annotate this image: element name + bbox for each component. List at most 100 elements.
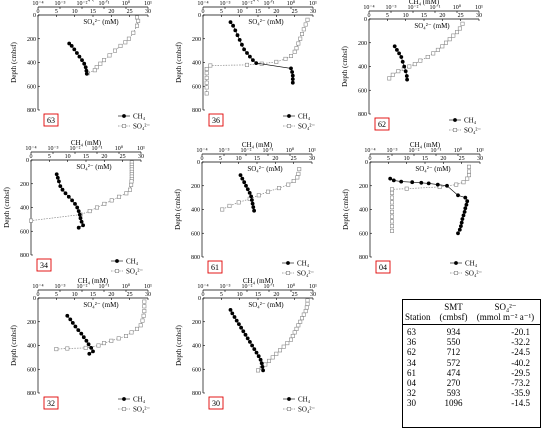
ch4-axis-title: CH₄ (mM) bbox=[78, 0, 109, 2]
ch4-data-point bbox=[234, 318, 239, 323]
station-id-box bbox=[374, 117, 390, 131]
ch4-data-point bbox=[238, 173, 243, 178]
so4-data-point bbox=[288, 337, 293, 342]
so4-tick-label: 20 bbox=[273, 9, 279, 15]
ch4-data-point bbox=[259, 361, 264, 366]
so4-tick-label: 5 bbox=[48, 154, 51, 160]
ch4-tick-label: 10⁰ bbox=[286, 147, 295, 154]
so4-data-point bbox=[255, 368, 260, 373]
so4-data-point bbox=[454, 30, 459, 35]
table-body: 63 934 -20.1 36 550 -32.2 62 712 -24.5 34 572 -40.2… bbox=[403, 325, 540, 409]
ch4-tick-label: 10⁻³ bbox=[386, 5, 397, 11]
depth-profile-panel-04: CH₄ (mM) 10⁻⁴ 10⁻³ 10⁻² 10⁻¹ 10⁰ 10¹ 0 5 10 15 20 25… bbox=[342, 141, 484, 278]
legend-so4-label: SO₄²⁻ bbox=[465, 270, 482, 278]
ch4-series-line bbox=[230, 21, 294, 83]
ch4-data-point bbox=[83, 65, 88, 70]
station-id-box bbox=[43, 396, 59, 410]
table-cell-station: 30 bbox=[407, 398, 416, 409]
table-row: 32 593 -35.9 bbox=[403, 388, 540, 398]
table-cell-flux: -35.9 bbox=[511, 388, 530, 399]
ch4-data-point bbox=[65, 313, 70, 318]
ch4-data-point bbox=[70, 321, 75, 325]
depth-tick-label: 600 bbox=[27, 84, 36, 90]
so4-data-point bbox=[288, 53, 293, 58]
depth-tick-label: 0 bbox=[26, 158, 29, 164]
depth-tick-label: 200 bbox=[358, 41, 367, 47]
so4-data-point bbox=[412, 62, 417, 67]
so4-tick-label: 15 bbox=[421, 13, 427, 19]
depth-tick-label: 800 bbox=[27, 108, 36, 114]
ch4-data-point bbox=[405, 77, 409, 82]
so4-data-point bbox=[294, 46, 299, 51]
ch4-data-point bbox=[239, 325, 244, 330]
legend-ch4-marker bbox=[115, 259, 119, 263]
station-id-box bbox=[375, 260, 391, 274]
legend-so4-label: SO₄²⁻ bbox=[297, 270, 314, 278]
ch4-tick-label: 10⁻² bbox=[242, 1, 253, 7]
ch4-data-point bbox=[91, 349, 95, 354]
so4-data-point bbox=[129, 182, 134, 187]
ch4-data-point bbox=[242, 180, 247, 185]
ch4-tick-label: 10⁻⁴ bbox=[32, 1, 43, 7]
table-cell-smt: 593 bbox=[446, 388, 461, 399]
station-id-label: 63 bbox=[47, 116, 55, 125]
so4-tick-label: 0 bbox=[37, 9, 40, 15]
ch4-series-line bbox=[68, 43, 88, 74]
depth-tick-label: 600 bbox=[192, 367, 201, 373]
depth-tick-label: 200 bbox=[191, 184, 200, 190]
ch4-tick-label: 10⁻³ bbox=[387, 148, 398, 154]
ch4-data-point bbox=[459, 220, 464, 225]
table-row: 04 270 -73.2 bbox=[403, 378, 540, 388]
table-row: 34 572 -40.2 bbox=[403, 358, 540, 368]
depth-tick-label: 200 bbox=[27, 37, 36, 43]
ch4-tick-label: 10⁻⁴ bbox=[197, 1, 208, 7]
ch4-data-point bbox=[290, 73, 295, 78]
station-id-box bbox=[207, 260, 223, 274]
ch4-data-point bbox=[289, 66, 293, 71]
ch4-data-point bbox=[75, 51, 79, 55]
station-id-label: 30 bbox=[212, 399, 220, 408]
ch4-data-point bbox=[89, 346, 94, 350]
legend-ch4-label: CH₄ bbox=[464, 117, 477, 125]
legend-ch4-marker bbox=[287, 114, 291, 118]
so4-tick-label: 30 bbox=[145, 292, 151, 298]
ch4-data-point bbox=[79, 219, 84, 224]
depth-tick-label: 0 bbox=[364, 17, 367, 23]
so4-tick-label: 20 bbox=[273, 292, 279, 298]
legend-so4-label: SO₄²⁻ bbox=[133, 123, 150, 131]
ch4-data-point bbox=[228, 308, 233, 312]
ch4-data-point bbox=[399, 179, 404, 184]
depth-tick-label: 400 bbox=[27, 61, 36, 67]
so4-data-point bbox=[204, 85, 209, 90]
so4-data-point bbox=[204, 80, 209, 85]
table-cell-flux: -73.2 bbox=[511, 378, 530, 389]
so4-data-point bbox=[301, 27, 306, 32]
ch4-data-point bbox=[80, 58, 84, 62]
ch4-tick-label: 10¹ bbox=[308, 148, 316, 154]
so4-data-point bbox=[407, 64, 412, 69]
depth-tick-label: 600 bbox=[191, 231, 200, 237]
ch4-data-point bbox=[250, 201, 255, 206]
so4-data-point bbox=[124, 333, 129, 338]
legend-so4-marker bbox=[453, 270, 458, 275]
ch4-data-point bbox=[403, 69, 408, 74]
so4-tick-label: 30 bbox=[309, 156, 315, 162]
ch4-data-point bbox=[290, 77, 295, 81]
ch4-data-point bbox=[72, 47, 77, 52]
table-cell-station: 62 bbox=[407, 347, 416, 358]
so4-tick-label: 15 bbox=[90, 292, 96, 298]
so4-data-point bbox=[227, 203, 232, 208]
ch4-data-point bbox=[63, 191, 68, 196]
depth-axis-title: Depth (cmbsf) bbox=[175, 325, 183, 366]
ch4-tick-label: 10⁻⁴ bbox=[25, 146, 36, 152]
so4-tick-label: 30 bbox=[477, 156, 483, 162]
ch4-series-line bbox=[56, 174, 84, 228]
so4-tick-label: 30 bbox=[145, 9, 151, 15]
so4-tick-label: 5 bbox=[55, 9, 58, 15]
so4-data-point bbox=[140, 318, 145, 323]
so4-tick-label: 5 bbox=[55, 292, 58, 298]
so4-data-point bbox=[138, 323, 143, 328]
so4-data-point bbox=[109, 198, 114, 203]
depth-axis-title: Depth (cmbsf) bbox=[342, 189, 350, 230]
